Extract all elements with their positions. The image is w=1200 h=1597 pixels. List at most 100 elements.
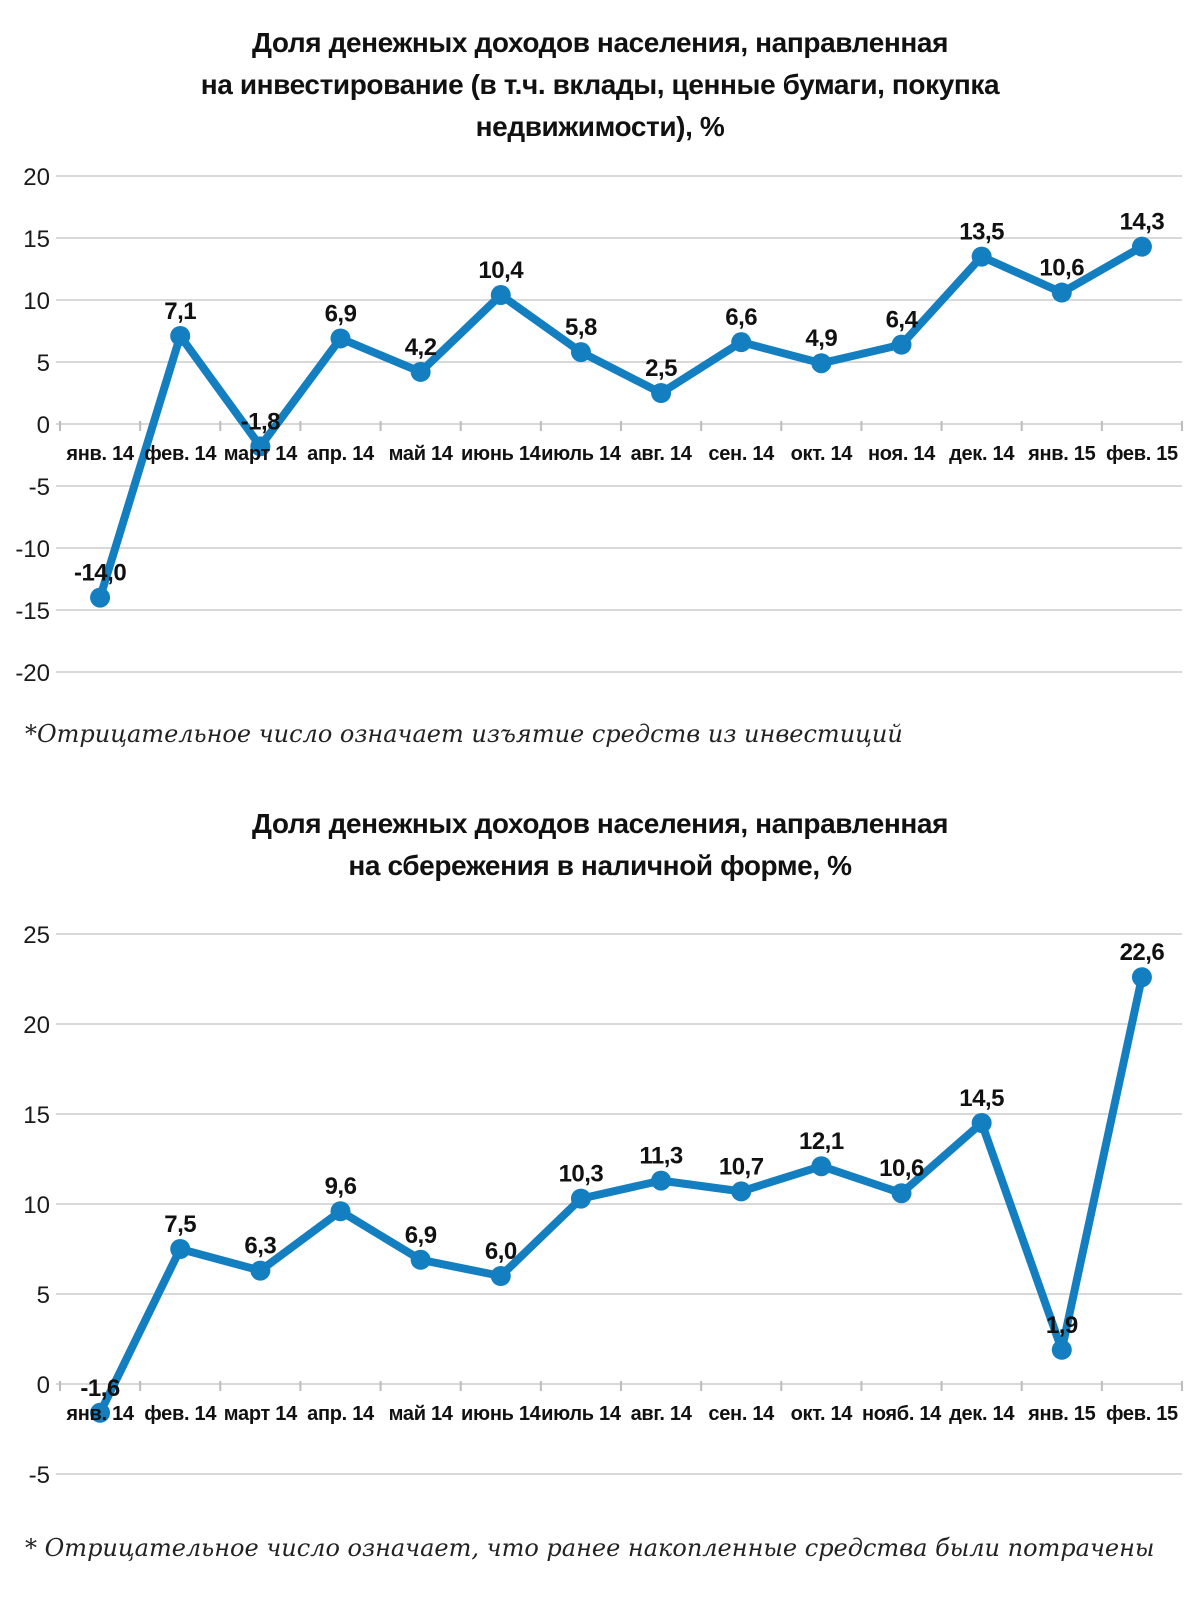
x-axis-label: авг. 14 [631,1403,693,1425]
data-point [410,361,431,382]
data-point-label: 1,9 [1046,1312,1078,1339]
data-point [170,1239,191,1259]
y-axis-tick-label: 5 [37,350,50,377]
data-point [250,436,271,457]
x-axis-label: сен. 14 [708,1403,775,1425]
y-axis-tick-label: -15 [15,598,50,625]
data-point [731,332,752,353]
x-axis-label: март 14 [224,443,298,465]
x-axis-label: фев. 14 [144,1403,217,1425]
y-axis-tick-label: 10 [23,1192,50,1219]
data-point [330,1201,351,1222]
data-point [1051,282,1072,303]
data-point-label: 6,9 [405,1222,437,1249]
data-point-label: 11,3 [639,1143,683,1170]
data-point [90,587,111,608]
x-axis-label: окт. 14 [791,443,854,465]
data-point [570,342,591,363]
x-axis-label: апр. 14 [307,1403,375,1425]
y-axis-tick-label: 5 [37,1282,50,1309]
x-axis-label: дек. 14 [949,1403,1015,1425]
chart2-title-line2: на сбережения в наличной форме, % [348,850,852,881]
data-point-label: 14,5 [959,1085,1004,1112]
data-point-label: 2,5 [645,355,677,382]
chart1-title: Доля денежных доходов населения, направл… [0,22,1200,148]
data-point [490,285,511,306]
data-point-label: 10,7 [719,1153,764,1180]
x-axis-label: июль 14 [541,1403,622,1425]
y-axis-tick-label: 0 [37,412,50,439]
y-axis-tick-label: 15 [23,226,50,253]
data-point-label: 6,6 [725,304,757,331]
x-axis-label: май 14 [389,443,454,465]
x-axis-label: сен. 14 [708,443,775,465]
data-point [891,334,912,355]
x-axis-label: авг. 14 [631,443,693,465]
data-point-label: 4,9 [805,325,837,352]
investment-share-line-chart: 20 15 10 5 0 -5 -10 -15 -20 -14,0 янв. 14 7,1 фев. 1… [15,164,1183,687]
data-point-label: 6,4 [886,307,919,334]
x-axis-label: янв. 15 [1027,443,1095,465]
x-axis-label: янв. 14 [65,1403,134,1425]
data-point [490,1266,511,1286]
x-axis-label: март 14 [224,1403,298,1425]
chart1-title-line2: на инвестирование (в т.ч. вклады, ценные… [200,69,1000,100]
data-point-label: 13,5 [959,219,1004,246]
chart2-title: Доля денежных доходов населения, направл… [0,803,1200,887]
x-axis-label: ноя. 14 [868,443,936,465]
data-point [971,1113,992,1133]
x-axis-label: фев. 14 [144,443,217,465]
data-point-label: 10,3 [559,1161,604,1188]
x-axis-label: янв. 14 [65,443,134,465]
y-axis-tick-label: 20 [23,1012,50,1039]
data-point [570,1188,591,1209]
data-point [811,1156,832,1177]
y-axis-tick-label: -5 [29,474,50,501]
data-point [651,1170,672,1191]
data-point [811,353,832,374]
y-axis-tick-label: 15 [23,1102,50,1129]
data-point [170,325,191,346]
y-axis-tick-label: 10 [23,288,50,315]
y-axis-tick-label: 0 [37,1372,50,1399]
x-axis-label: апр. 14 [307,443,375,465]
x-axis-label: нояб. 14 [862,1403,942,1425]
data-point-label: 22,6 [1120,939,1165,966]
data-point [1131,236,1152,257]
y-axis-tick-label: 20 [23,164,50,191]
data-point-label: 6,9 [325,300,357,327]
data-point-label: 9,6 [325,1173,357,1200]
x-axis-label: фев. 15 [1106,1403,1178,1425]
data-point-label: 7,5 [164,1211,196,1238]
data-point [1131,967,1152,988]
y-axis-tick-label: 25 [23,922,50,949]
chart1-title-line3: недвижимости), % [475,111,725,142]
x-axis-label: июнь 14 [461,1403,542,1425]
data-point [651,383,672,403]
data-point [971,246,992,267]
data-point [90,1402,111,1423]
data-point-label: 10,6 [879,1155,924,1182]
data-point-label: -1,6 [80,1375,120,1402]
data-point-label: 5,8 [565,314,597,341]
data-line [96,242,1146,602]
y-axis-tick-label: -20 [15,660,50,687]
x-axis-label: май 14 [389,1403,454,1425]
data-point-label: 4,2 [405,334,437,361]
data-point [250,1260,271,1281]
data-point-label: -1,8 [241,408,281,435]
chart1-footnote: *Отрицательное число означает изъятие ср… [25,720,903,748]
chart2-title-line1: Доля денежных доходов населения, направл… [251,808,949,839]
data-point-label: 6,0 [485,1238,517,1265]
data-point-label: 10,6 [1039,255,1084,282]
data-point [891,1183,912,1204]
x-axis-label: июнь 14 [461,443,542,465]
data-point-label: 12,1 [799,1128,844,1155]
x-axis-label: фев. 15 [1106,443,1178,465]
data-point [1051,1339,1072,1360]
data-point-label: -14,0 [74,560,126,587]
data-point-label: 7,1 [164,298,196,325]
data-point [410,1249,431,1270]
